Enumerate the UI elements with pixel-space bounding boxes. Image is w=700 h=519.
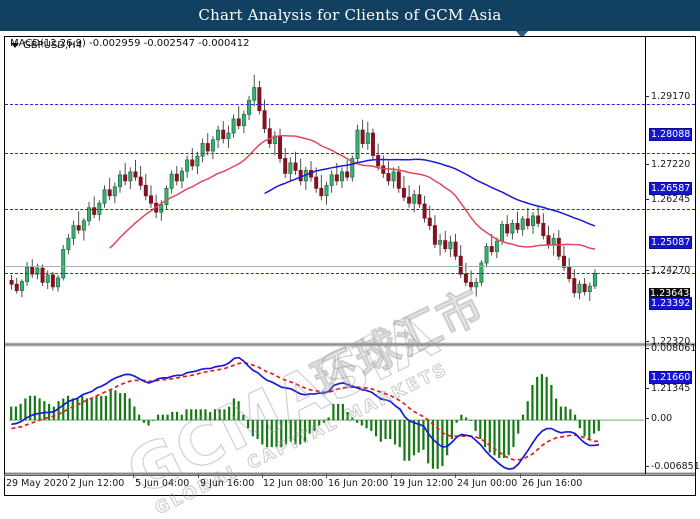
macd-plot [9,356,644,470]
pane-divider [5,342,695,347]
time-tick-label: 9 Jun 16:00 [200,478,255,489]
triangle-down-icon[interactable] [11,43,19,48]
price-tick: 1.23392 [649,297,693,310]
time-axis-line [5,475,695,476]
time-tick-mark [133,474,134,478]
time-tick-label: 2 Jun 12:00 [70,478,125,489]
bottom-divider [5,472,695,476]
header-marker-icon [516,31,528,38]
time-tick-label: 16 Jun 20:00 [328,478,389,489]
price-tick: 1.26587 [649,182,693,195]
time-tick-label: 26 Jun 16:00 [522,478,583,489]
time-tick-mark [391,474,392,478]
price-tick: 1.22320 [646,336,690,347]
time-tick-mark [68,474,69,478]
symbol-label[interactable]: GBPUSD,H4 [11,40,82,51]
price-tick: 0.00 [646,413,672,424]
macd-pane[interactable] [5,348,695,474]
symbol-text: GBPUSD,H4 [23,40,83,51]
time-tick-mark [326,474,327,478]
current-price-line [5,266,695,267]
chart-frame: GBPUSD,H4 MACD(12,26,9) -0.002959 -0.002… [4,36,700,519]
time-scale: 29 May 2020 2 Jun 12:00 5 Jun 04:00 9 Jun 1… [4,474,696,498]
time-tick-mark [520,474,521,478]
price-tick: -0.006851 [646,461,700,472]
time-tick-mark [455,474,456,478]
support-resistance-line [5,273,695,274]
price-tick: 1.21345 [646,383,690,394]
time-tick-label: 5 Jun 04:00 [135,478,190,489]
support-resistance-line [5,104,695,105]
price-tick: 1.26245 [646,194,690,205]
time-tick-mark [262,474,263,478]
page-title: Chart Analysis for Clients of GCM Asia [198,6,502,24]
support-resistance-line [5,209,695,210]
price-tick: 1.27220 [646,159,690,170]
time-tick-mark [4,474,5,478]
time-tick-mark [198,474,199,478]
header-bar: Chart Analysis for Clients of GCM Asia [0,0,700,31]
price-scale[interactable]: 1.29170 1.28088 1.27220 1.26587 1.26245 1.250… [646,37,700,474]
price-pane[interactable] [5,37,695,345]
price-scale-separator [645,37,646,474]
price-tick: 1.21660 [649,371,693,384]
support-resistance-line [5,153,695,154]
price-tick: 1.29170 [646,91,690,102]
time-tick-label: 19 Jun 12:00 [393,478,454,489]
price-tick: 1.23643 [649,288,691,299]
macd-indicator-label: MACD(12,26,9) -0.002959 -0.002547 -0.000… [10,38,250,49]
price-tick: 0.008061 [646,343,696,354]
time-tick-label: 12 Jun 08:00 [263,478,324,489]
price-plot [9,74,597,301]
price-tick: 1.25087 [649,236,693,249]
time-tick-label: 29 May 2020 [6,478,68,489]
price-tick: 1.28088 [649,128,693,141]
price-tick: 1.24270 [646,265,690,276]
time-tick-label: 24 Jun 00:00 [457,478,518,489]
